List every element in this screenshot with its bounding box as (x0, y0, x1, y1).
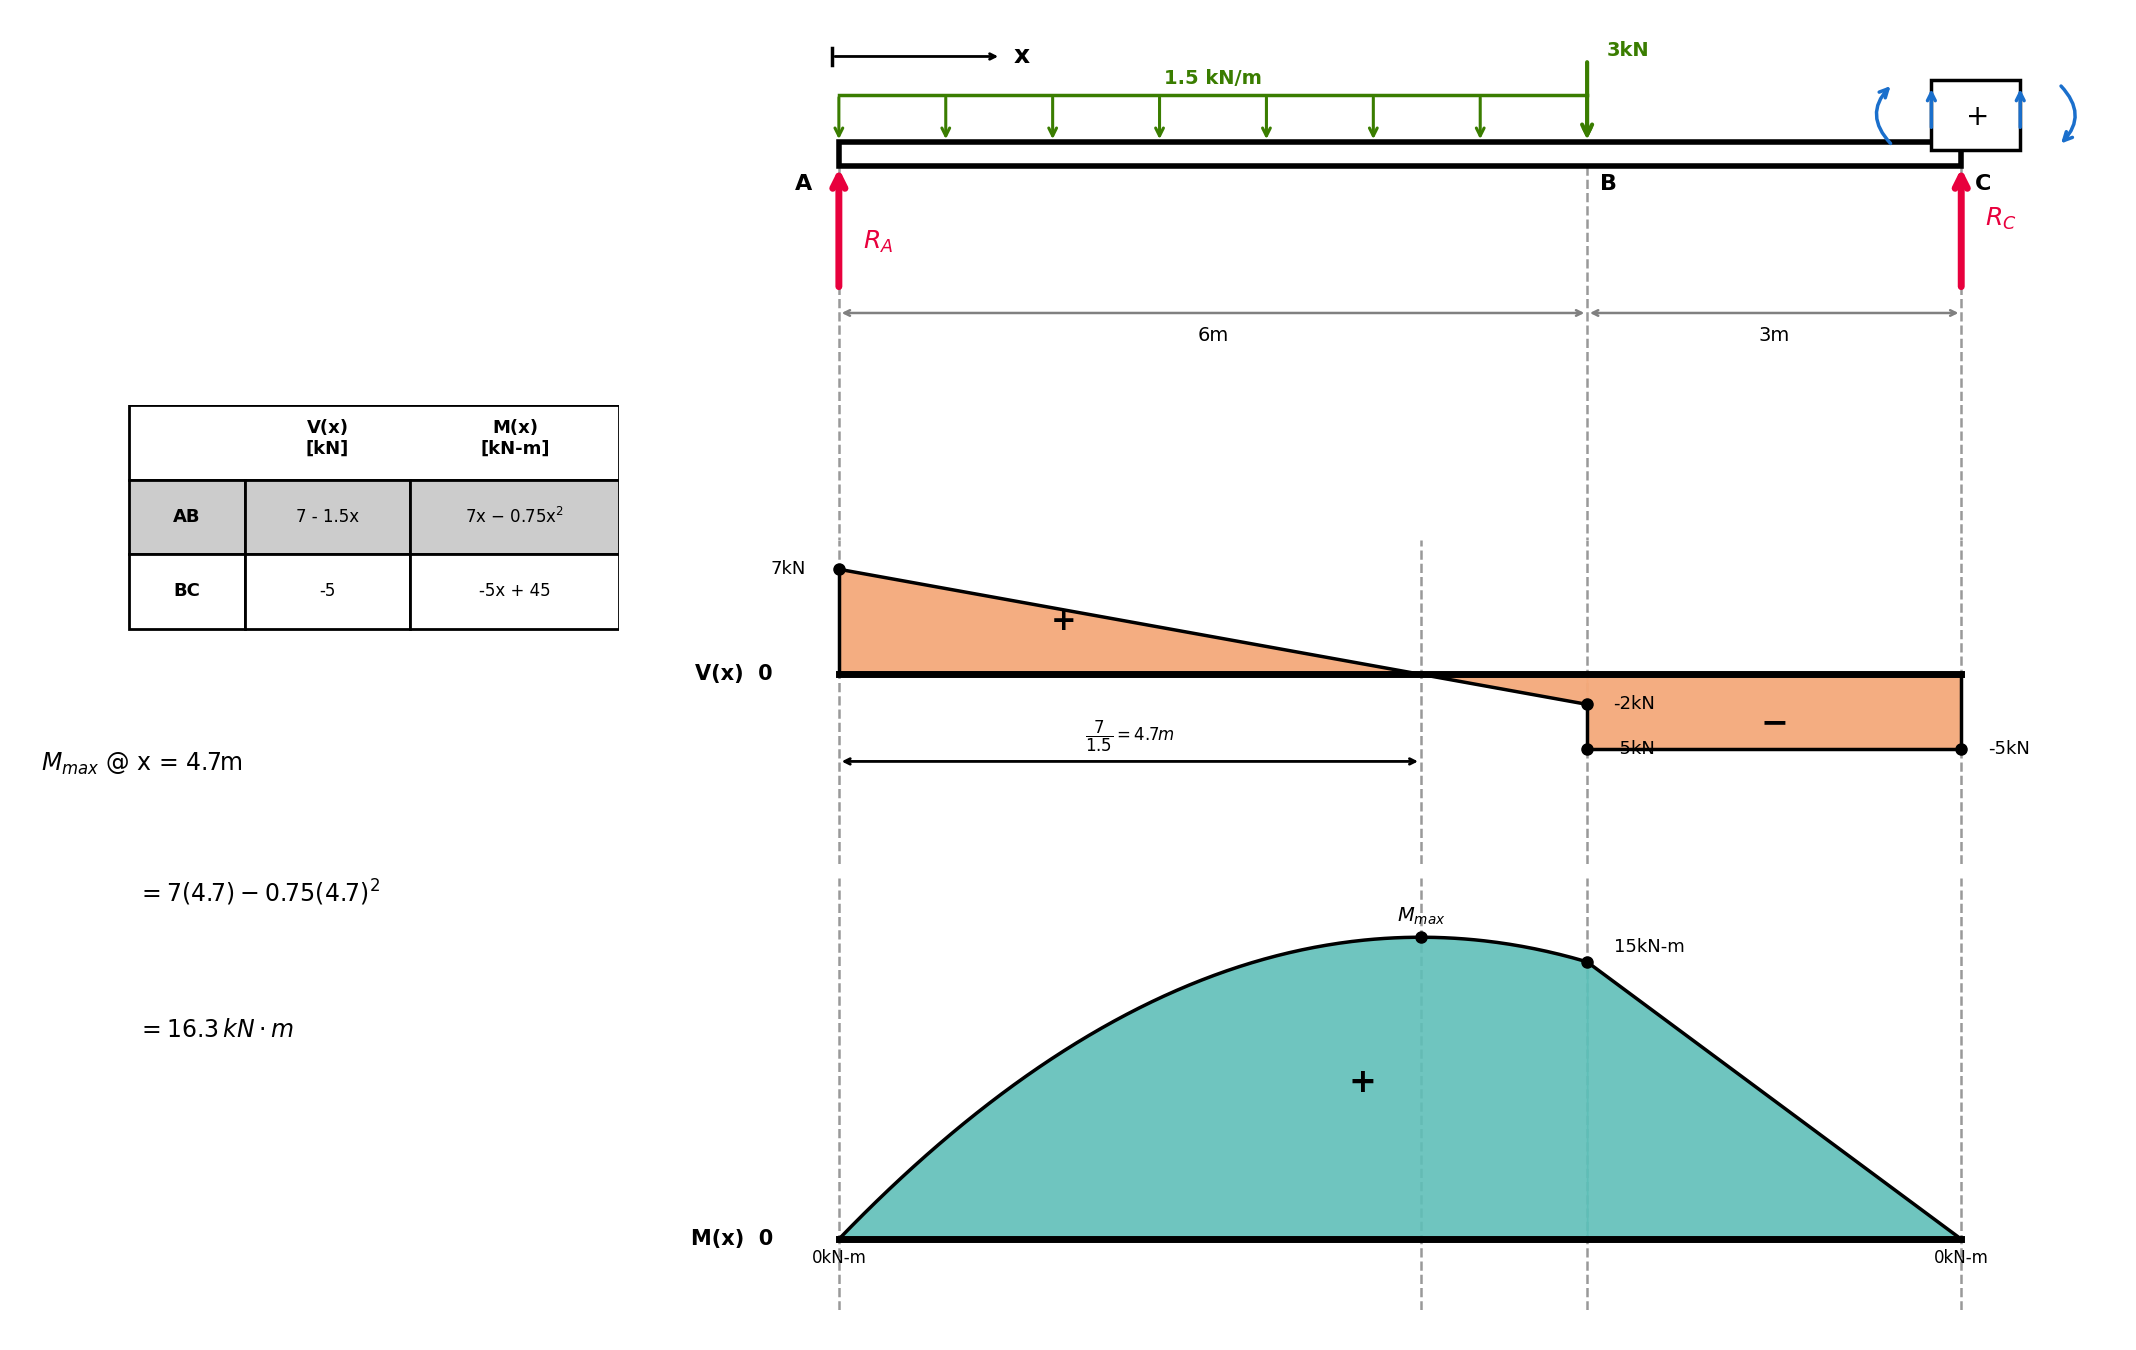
Text: 7x $-$ 0.75x$^2$: 7x $-$ 0.75x$^2$ (466, 506, 564, 526)
Bar (410, 554, 619, 629)
Text: 7kN: 7kN (771, 560, 805, 578)
Text: −: − (1760, 706, 1788, 738)
Bar (839, 142, 1961, 166)
Bar (1931, 80, 2021, 150)
Bar (130, 554, 244, 629)
Text: 3m: 3m (1758, 325, 1790, 346)
Text: x: x (1012, 45, 1030, 69)
Text: V(x)
[kN]: V(x) [kN] (305, 418, 348, 458)
Text: -5kN: -5kN (1613, 740, 1655, 759)
Bar (244, 479, 410, 554)
Text: +: + (1348, 1065, 1376, 1099)
Text: -5: -5 (318, 582, 335, 601)
Text: B: B (1600, 174, 1617, 194)
Text: A: A (795, 174, 812, 194)
Text: $= 16.3\,kN \cdot m$: $= 16.3\,kN \cdot m$ (137, 1018, 293, 1042)
Text: 15kN-m: 15kN-m (1613, 938, 1685, 956)
Text: AB: AB (173, 508, 201, 526)
Text: 1.5 kN/m: 1.5 kN/m (1164, 69, 1262, 88)
Text: 7 - 1.5x: 7 - 1.5x (297, 508, 359, 526)
Text: +: + (1051, 608, 1077, 636)
Text: $= 7(4.7) - 0.75(4.7)^2$: $= 7(4.7) - 0.75(4.7)^2$ (137, 878, 380, 909)
Text: 6m: 6m (1198, 325, 1228, 346)
Text: 3kN: 3kN (1606, 40, 1649, 61)
Bar (410, 479, 619, 554)
Text: -2kN: -2kN (1613, 695, 1655, 713)
Text: -5x + 45: -5x + 45 (478, 582, 551, 601)
Text: 0kN-m: 0kN-m (1933, 1249, 1989, 1268)
Text: $R_C$: $R_C$ (1984, 205, 2016, 232)
Bar (130, 479, 244, 554)
Text: 0kN-m: 0kN-m (812, 1249, 867, 1268)
Text: M(x)  0: M(x) 0 (690, 1228, 773, 1249)
Text: $R_A$: $R_A$ (863, 230, 893, 255)
Text: -5kN: -5kN (1989, 740, 2029, 759)
Bar (130, 405, 619, 479)
Text: $M_{max}$ @ x = 4.7m: $M_{max}$ @ x = 4.7m (41, 751, 241, 778)
Text: $M_{max}$: $M_{max}$ (1397, 906, 1446, 927)
Text: $+$: $+$ (1965, 103, 1986, 131)
Text: M(x)
[kN-m]: M(x) [kN-m] (481, 418, 549, 458)
Text: V(x)  0: V(x) 0 (694, 664, 773, 684)
Text: $\dfrac{7}{1.5} = 4.7m$: $\dfrac{7}{1.5} = 4.7m$ (1085, 718, 1175, 753)
Text: BC: BC (173, 582, 201, 601)
Bar (244, 554, 410, 629)
Text: C: C (1974, 174, 1991, 194)
